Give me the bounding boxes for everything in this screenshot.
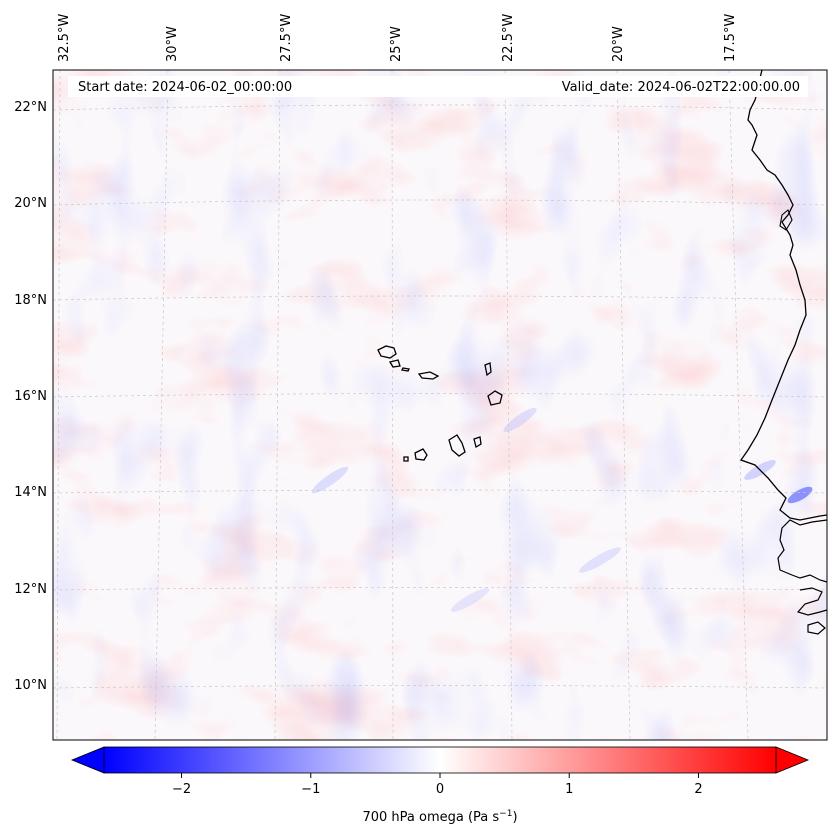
- omega-field: [53, 70, 827, 740]
- map-panel: [52, 69, 828, 741]
- lat-label: 20°N: [14, 196, 47, 211]
- lon-label: 20°W: [611, 26, 626, 62]
- lat-label: 22°N: [14, 100, 47, 115]
- lat-label: 18°N: [14, 293, 47, 308]
- header-box: [68, 76, 808, 97]
- lon-label: 32.5°W: [57, 14, 72, 62]
- colorbar-tick-label: 0: [436, 782, 444, 797]
- colorbar-ticks: −2 −1 0 1 2: [172, 773, 703, 797]
- lat-label: 14°N: [14, 485, 47, 500]
- longitude-labels: 32.5°W 30°W 27.5°W 25°W 22.5°W 20°W 17.5…: [57, 14, 738, 62]
- start-date-label: Start date: 2024-06-02_00:00:00: [78, 80, 292, 95]
- lon-label: 17.5°W: [723, 14, 738, 62]
- latitude-labels: 22°N 20°N 18°N 16°N 14°N 12°N 10°N: [14, 100, 47, 693]
- colorbar-tick-label: 1: [565, 782, 573, 797]
- lon-label: 22.5°W: [501, 14, 516, 62]
- valid-date-label: Valid_date: 2024-06-02T22:00:00.00: [562, 80, 800, 95]
- map-frame: [52, 69, 828, 741]
- lat-label: 16°N: [14, 389, 47, 404]
- lon-label: 25°W: [389, 26, 404, 62]
- colorbar-tick-label: −1: [301, 782, 320, 797]
- colorbar-tick-label: −2: [172, 782, 191, 797]
- colorbar: −2 −1 0 1 2 700 hPa omega (Pa s−1): [70, 746, 810, 825]
- colorbar-gradient: [103, 746, 777, 774]
- cape-verde-islands: [377, 345, 503, 462]
- senegal-gambia-coast: [777, 519, 827, 635]
- colorbar-title: 700 hPa omega (Pa s−1): [362, 809, 517, 825]
- graticule: [53, 70, 827, 740]
- colorbar-min-extend: [70, 746, 105, 774]
- lon-label: 30°W: [165, 26, 180, 62]
- lat-label: 10°N: [14, 678, 47, 693]
- africa-coastline: [739, 70, 827, 521]
- colorbar-max-extend: [775, 746, 810, 774]
- lon-label: 27.5°W: [279, 14, 294, 62]
- lat-label: 12°N: [14, 582, 47, 597]
- colorbar-tick-label: 2: [694, 782, 702, 797]
